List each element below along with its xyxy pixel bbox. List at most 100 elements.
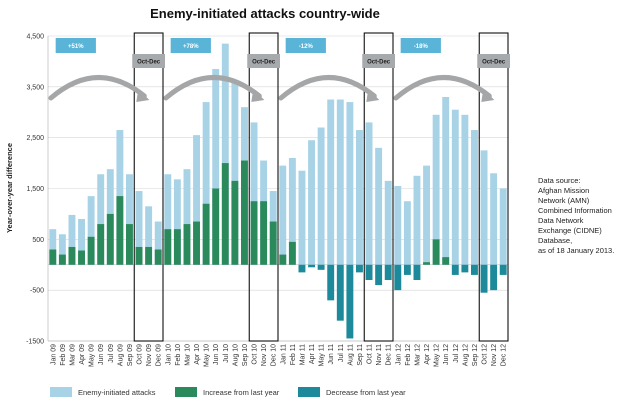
- bar-increase: [106, 213, 114, 265]
- bar-increase: [260, 201, 268, 265]
- x-tick-label: Dec 10: [271, 344, 278, 366]
- x-tick-label: Sep 12: [472, 344, 479, 366]
- bar-total: [135, 191, 143, 265]
- bar-total: [317, 127, 325, 265]
- bar-increase: [116, 196, 124, 265]
- x-tick-label: Jul 11: [338, 344, 345, 362]
- bar-decrease: [394, 264, 402, 291]
- bar-total: [78, 219, 85, 265]
- legend-swatch: [298, 387, 320, 397]
- x-tick-label: Dec 11: [386, 344, 393, 366]
- bar-total: [461, 114, 469, 265]
- x-tick-label: Nov 11: [376, 344, 383, 366]
- x-tick-label: Nov 12: [491, 344, 498, 366]
- bar-decrease: [499, 264, 507, 275]
- x-tick-label: Apr 09: [79, 344, 86, 365]
- bar-increase: [58, 254, 66, 265]
- source-note-line: Data source:: [538, 176, 581, 185]
- bar-total: [87, 196, 95, 265]
- bar-increase: [432, 239, 440, 265]
- oct-dec-label: Oct-Dec: [482, 60, 506, 66]
- x-tick-label: Nov 10: [261, 344, 268, 366]
- y-tick-label: 1,500: [26, 186, 44, 193]
- bar-total: [145, 206, 153, 265]
- oct-dec-box: [363, 32, 394, 342]
- legend: Enemy-initiated attacks Increase from las…: [50, 387, 406, 397]
- bar-increase: [87, 236, 95, 265]
- bar-total: [288, 158, 296, 265]
- x-tick-label: Oct 09: [137, 344, 144, 365]
- bar-increase: [193, 221, 200, 265]
- bar-total: [279, 165, 287, 265]
- bar-increase: [164, 229, 172, 265]
- bar-increase: [49, 249, 57, 265]
- percent-change-label: +51%: [68, 44, 84, 50]
- bar-total: [471, 130, 478, 265]
- x-tick-label: Mar 09: [69, 344, 76, 366]
- bar-total: [327, 99, 335, 265]
- bar-total: [403, 201, 411, 265]
- bar-increase: [135, 246, 143, 265]
- bar-total: [49, 229, 57, 265]
- bar-decrease: [298, 264, 306, 273]
- bar-decrease: [327, 264, 335, 301]
- x-tick-label: Oct 11: [367, 344, 374, 364]
- arrow-head-icon: [251, 89, 265, 102]
- bar-total: [490, 173, 498, 265]
- oct-dec-label: Oct-Dec: [252, 60, 276, 66]
- x-tick-label: Feb 12: [405, 344, 412, 366]
- bar-decrease: [490, 264, 498, 291]
- oct-dec-box: [478, 32, 509, 342]
- x-tick-label: Jan 10: [165, 344, 172, 365]
- bar-decrease: [317, 264, 325, 270]
- bar-total: [365, 122, 373, 265]
- x-tick-label: Jun 12: [443, 344, 450, 365]
- y-tick-label: 4,500: [26, 34, 44, 41]
- legend-label: Decrease from last year: [326, 388, 406, 397]
- bar-total: [432, 114, 440, 265]
- bar-total: [423, 165, 430, 265]
- percent-change-box: [285, 38, 326, 53]
- source-note-line: Exchange (CIDNE): [538, 226, 602, 235]
- bar-increase: [269, 221, 277, 265]
- bar-total: [499, 188, 507, 265]
- bar-total: [394, 185, 402, 265]
- legend-swatch: [50, 387, 72, 397]
- bar-decrease: [375, 264, 383, 286]
- bar-increase: [442, 257, 450, 265]
- x-tick-label: Jul 09: [108, 344, 115, 363]
- source-note-line: Afghan Mission: [538, 186, 589, 195]
- x-tick-label: Aug 11: [347, 344, 354, 366]
- percent-change-label: +78%: [183, 44, 199, 50]
- bar-total: [164, 174, 172, 265]
- y-tick-label: 2,500: [26, 135, 44, 142]
- arrow-icon: [48, 75, 147, 101]
- legend-swatch: [175, 387, 197, 397]
- bar-increase: [202, 203, 210, 265]
- bar-total: [413, 175, 421, 265]
- bar-total: [221, 43, 229, 265]
- x-tick-label: Apr 10: [194, 344, 201, 365]
- x-tick-label: May 10: [204, 344, 211, 367]
- bar-increase: [183, 224, 191, 265]
- arrow-head-icon: [136, 89, 150, 102]
- oct-dec-label-box: [477, 54, 510, 68]
- bar-total: [173, 179, 181, 265]
- arrow-head-icon: [481, 89, 495, 102]
- x-tick-label: Jun 11: [328, 344, 335, 365]
- bar-decrease: [413, 264, 421, 280]
- x-tick-label: Jul 12: [453, 344, 460, 363]
- bar-decrease: [336, 264, 344, 321]
- x-tick-label: Jan 09: [50, 344, 57, 365]
- percent-change-box: [55, 38, 96, 53]
- bar-increase: [154, 249, 162, 265]
- source-note-line: as of 18 January 2013.: [538, 246, 614, 255]
- arrow-head-icon: [366, 89, 380, 102]
- x-tick-label: Mar 10: [184, 344, 191, 366]
- bar-increase: [212, 188, 220, 265]
- bar-decrease: [346, 264, 354, 339]
- arrow-icon: [393, 75, 492, 101]
- x-tick-label: Mar 11: [299, 344, 306, 365]
- source-note-line: Data Network: [538, 216, 584, 225]
